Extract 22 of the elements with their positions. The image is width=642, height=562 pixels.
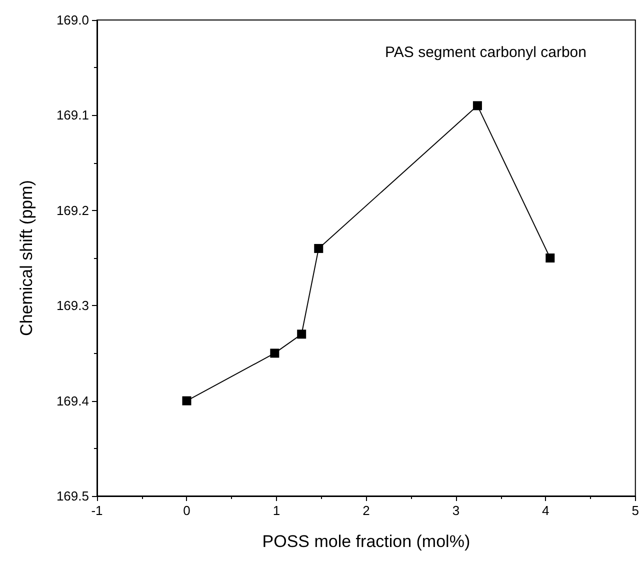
point	[270, 348, 280, 358]
x-tick-label: 0	[183, 503, 190, 518]
y-axis-title: Chemical shift (ppm)	[17, 180, 36, 336]
y-tick-label: 169.1	[56, 108, 89, 123]
y-tick-label: 169.3	[56, 298, 89, 314]
y-tick-label: 169.4	[56, 393, 89, 408]
point	[546, 254, 555, 262]
y-tick-label: 169.5	[56, 488, 89, 504]
x-tick-label: 5	[632, 503, 639, 518]
point	[314, 244, 324, 253]
x-tick-label: 3	[452, 503, 460, 518]
point	[297, 330, 306, 339]
point	[182, 396, 192, 406]
x-tick-label: -1	[91, 503, 103, 518]
point	[472, 101, 482, 110]
y-tick-label: 169.0	[56, 12, 89, 28]
x-tick-label: 1	[272, 503, 280, 518]
x-tick-label: 2	[362, 503, 370, 518]
x-axis-title: POSS mole fraction (mol%)	[262, 532, 470, 551]
x-tick-label: 4	[542, 503, 550, 518]
annotation: PAS segment carbonyl carbon	[385, 44, 586, 61]
y-tick-label: 169.2	[56, 202, 89, 218]
